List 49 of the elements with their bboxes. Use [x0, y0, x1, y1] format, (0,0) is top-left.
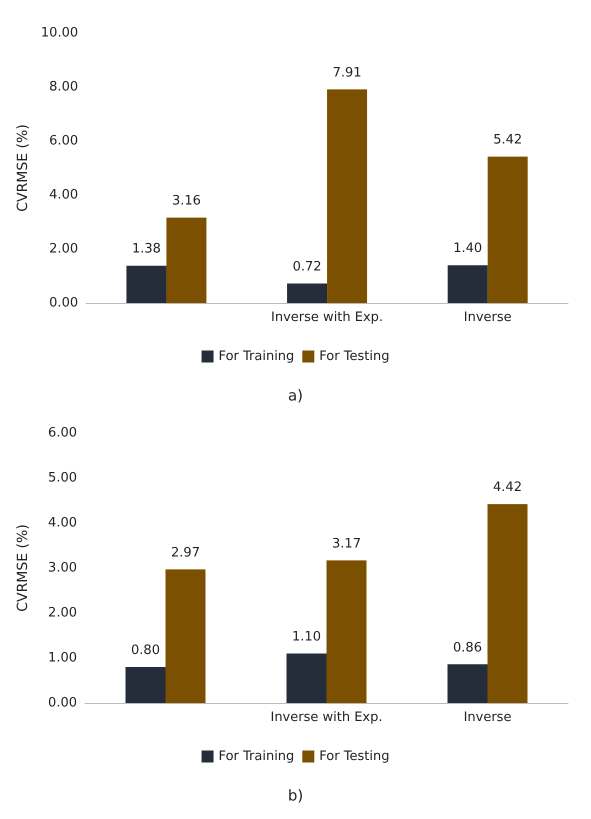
data-label: 0.80 [131, 643, 160, 658]
bar [166, 218, 206, 303]
legend-label: For Training [218, 349, 294, 364]
legend-label: For Testing [319, 349, 390, 364]
y-tick-label: 6.00 [48, 426, 77, 440]
data-label: 0.72 [292, 260, 322, 275]
y-tick-label: 1.00 [48, 650, 77, 666]
bar [326, 560, 366, 703]
y-axis-title: CVRMSE (%) [15, 524, 31, 612]
y-tick-label: 0.00 [49, 296, 78, 310]
y-tick-label: 4.00 [49, 188, 78, 202]
text: a) [288, 386, 304, 404]
y-tick-label: 2.00 [49, 242, 78, 256]
bar [488, 156, 528, 303]
legend-label: For Testing [319, 749, 390, 764]
bar [448, 265, 488, 303]
x-tick-label: Inverse [464, 710, 512, 725]
data-label: 7.91 [332, 65, 362, 80]
bar [448, 664, 488, 703]
data-label: 1.38 [132, 242, 161, 257]
y-tick-label: 5.00 [48, 470, 77, 486]
bar [126, 266, 166, 303]
data-label: 5.42 [493, 132, 522, 148]
text: b) [288, 786, 304, 804]
data-label: 1.10 [292, 630, 321, 644]
bar [287, 284, 328, 303]
y-tick-label: 2.00 [48, 606, 77, 620]
bar [166, 569, 206, 703]
y-tick-label: 8.00 [49, 80, 78, 94]
y-tick-label: 10.00 [40, 26, 78, 40]
x-tick-label: Inverse with Exp. [270, 710, 383, 725]
data-label: 3.17 [332, 536, 361, 552]
data-label: 0.86 [453, 640, 482, 656]
bar [327, 89, 368, 303]
y-axis-title: CVRMSE (%) [15, 124, 31, 212]
y-tick-label: 4.00 [48, 516, 77, 530]
x-tick-label: Inverse with Exp. [271, 310, 384, 325]
bar [488, 504, 528, 703]
data-label: 2.97 [171, 545, 200, 560]
y-tick-label: 6.00 [49, 134, 78, 148]
y-tick-label: 0.00 [48, 696, 77, 710]
x-tick-label: Inverse [464, 310, 512, 325]
y-tick-label: 3.00 [48, 560, 77, 576]
data-label: 3.16 [172, 194, 201, 209]
bar [126, 667, 166, 703]
bar [286, 654, 326, 703]
data-label: 4.42 [493, 480, 522, 496]
data-label: 1.40 [453, 241, 482, 256]
legend-label: For Training [218, 749, 294, 764]
